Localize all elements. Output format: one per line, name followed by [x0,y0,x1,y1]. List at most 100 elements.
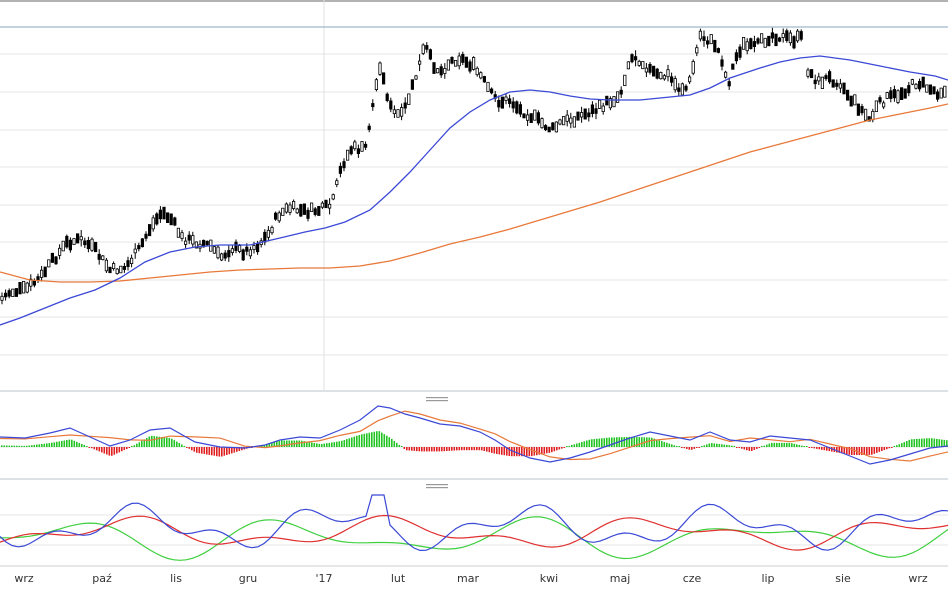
histogram-bar-negative [841,447,843,454]
price-grid [0,53,948,356]
histogram-bar-positive [268,443,271,447]
candle-body [306,209,310,219]
candle-body [86,239,90,250]
candle-body [216,246,220,259]
candle-body [903,88,907,99]
candle-body [360,141,364,152]
histogram-bar-negative [486,447,488,452]
candle-body [745,41,749,52]
histogram-bar-positive [1,445,3,447]
histogram-bar-negative [451,447,453,451]
histogram-bar-negative [236,447,238,452]
candle-body [619,89,623,95]
candle-body [749,38,753,50]
histogram-bar-negative [216,447,218,457]
candle-body [126,260,130,268]
histogram-bar-positive [916,438,918,447]
histogram-bar-positive [81,444,83,447]
candle-body [7,290,11,297]
histogram-bar-negative [871,447,873,455]
histogram-bar-negative [683,447,686,449]
histogram-bar-negative [863,447,866,455]
candle-body [572,116,577,128]
candle-body [489,88,494,94]
x-tick-label: kwi [540,572,558,585]
candle-body [270,227,274,234]
candle-body [529,113,533,123]
candle-body [266,229,271,238]
candle-body [882,102,886,108]
histogram-bar-negative [238,447,241,451]
candle-body [864,108,868,121]
candle-body [551,122,555,131]
histogram-bar-positive [393,440,396,447]
candle-body [450,57,454,64]
histogram-bar-positive [701,446,703,447]
resize-handle-icon[interactable] [426,484,448,489]
candle-body [176,227,180,238]
candle-body [281,207,285,216]
histogram-bar-negative [436,447,438,452]
histogram-bar-positive [86,446,88,447]
candle-body [371,103,375,108]
histogram-bar-negative [691,447,693,450]
histogram-bar-negative [526,447,528,457]
candle-body [302,203,307,215]
histogram-bar-positive [943,439,946,447]
histogram-bar-negative [836,447,838,453]
candle-body [885,92,889,99]
histogram-bar-negative [203,447,206,454]
candle-body [187,234,191,241]
histogram-bar-positive [673,445,676,447]
candle-body [544,125,548,131]
candle-body [79,236,83,241]
candle-body [547,126,551,133]
histogram-bar-negative [116,447,118,454]
candle-body [680,83,685,96]
resize-handle-icon[interactable] [426,397,448,402]
candle-body [317,205,321,216]
x-tick-label: wrz [14,572,34,585]
histogram-bar-negative [453,447,456,451]
candle-body [842,82,846,95]
candle-body [878,97,882,103]
candle-body [810,69,814,79]
histogram-bar-negative [103,447,106,454]
histogram-bar-positive [771,442,773,447]
candle-body [936,91,940,100]
candle-body [36,276,40,281]
candle-body [410,79,415,90]
histogram-bar-negative [196,447,198,453]
histogram-bar-positive [913,439,916,447]
panel-resize-handle-1[interactable] [426,397,448,402]
candle-body [396,109,400,118]
candle-body [889,90,893,99]
candle-body [392,109,397,115]
candle-body [0,295,4,301]
candle-body [76,233,80,244]
candle-body [932,86,936,95]
candle-body [612,96,616,108]
histogram-bar-negative [808,447,811,448]
candle-body [403,102,407,109]
histogram-bar-positive [578,442,581,447]
histogram-bar-positive [353,436,356,447]
candle-body [813,79,817,85]
candle-body [507,98,512,104]
candle-body [18,281,22,295]
histogram-bar-positive [76,441,78,447]
histogram-bar-negative [448,447,451,451]
candle-body [630,54,634,63]
candle-body [353,141,357,150]
candle-body [756,38,760,44]
histogram-bar-positive [333,442,336,447]
panel-resize-handle-2[interactable] [426,484,448,489]
histogram-bar-positive [596,438,598,447]
candle-body [731,63,735,70]
candle-body [616,91,620,103]
candle-body [688,76,692,83]
candle-body [129,257,134,265]
histogram-bar-positive [926,438,928,447]
histogram-bar-negative [211,447,213,456]
